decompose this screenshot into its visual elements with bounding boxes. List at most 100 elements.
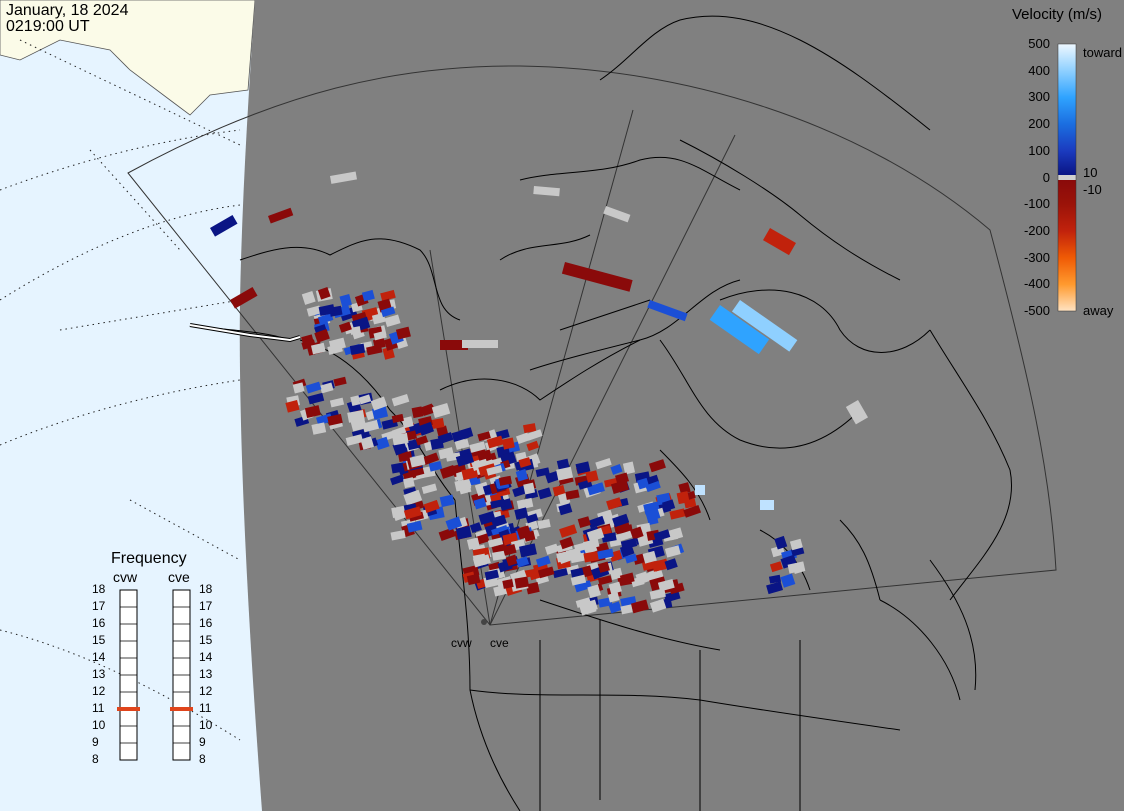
velocity-cell bbox=[370, 396, 388, 411]
velocity-cell bbox=[663, 590, 681, 603]
freq-scale-left: 15 bbox=[92, 633, 106, 647]
velocity-cell bbox=[647, 300, 688, 322]
velocity-cell bbox=[431, 402, 451, 419]
velocity-cell bbox=[473, 497, 487, 510]
velocity-cell bbox=[428, 460, 443, 472]
velocity-cell bbox=[526, 429, 543, 441]
velocity-cell bbox=[645, 508, 661, 522]
velocity-cell bbox=[651, 559, 667, 572]
velocity-cell bbox=[392, 432, 409, 446]
freq-scale-right: 8 bbox=[199, 752, 206, 766]
velocity-cell bbox=[301, 291, 316, 305]
velocity-cell bbox=[477, 449, 492, 461]
velocity-cell bbox=[537, 519, 551, 530]
velocity-cell bbox=[472, 554, 491, 568]
velocity-cell bbox=[570, 567, 584, 579]
freq-scale-left: 16 bbox=[92, 616, 106, 630]
velocity-cell bbox=[662, 499, 676, 512]
velocity-cell bbox=[468, 476, 481, 486]
velocity-cell bbox=[595, 457, 612, 470]
velocity-cell bbox=[339, 294, 352, 308]
velocity-cell bbox=[845, 400, 868, 425]
aleutian-chain-inner bbox=[189, 324, 301, 342]
velocity-cell bbox=[351, 311, 367, 323]
velocity-cell bbox=[515, 469, 529, 482]
velocity-cell bbox=[311, 422, 327, 435]
velocity-cell bbox=[583, 542, 598, 555]
velocity-cell bbox=[349, 343, 366, 355]
sunlit-land bbox=[0, 0, 256, 116]
velocity-cell bbox=[610, 479, 630, 494]
velocity-cell bbox=[683, 504, 702, 518]
velocity-cell bbox=[649, 598, 667, 613]
velocity-cell bbox=[525, 581, 540, 595]
velocity-cell bbox=[609, 567, 623, 581]
freq-scale-right: 9 bbox=[199, 735, 206, 749]
toward-label: toward bbox=[1083, 45, 1123, 60]
velocity-cell bbox=[763, 227, 796, 256]
velocity-cell bbox=[380, 306, 396, 318]
velocity-cell bbox=[630, 576, 645, 588]
velocity-cell bbox=[629, 526, 644, 540]
velocity-cell bbox=[338, 321, 352, 333]
velocity-cell bbox=[411, 406, 424, 419]
velocity-cell bbox=[789, 538, 803, 551]
velocity-cell bbox=[456, 479, 472, 491]
velocity-cell bbox=[570, 574, 587, 586]
velocity-cell bbox=[403, 506, 422, 520]
velocity-cell bbox=[330, 171, 357, 184]
velocity-cell bbox=[478, 511, 496, 525]
velocity-cell bbox=[333, 376, 347, 387]
velocity-cell bbox=[583, 551, 599, 563]
velocity-cell bbox=[620, 538, 638, 550]
velocity-cell bbox=[516, 556, 530, 568]
velocity-cell bbox=[518, 457, 532, 468]
colorbar-tick: 200 bbox=[1028, 116, 1050, 132]
velocity-cell bbox=[619, 572, 635, 585]
velocity-cell bbox=[612, 513, 630, 528]
velocity-cell bbox=[624, 553, 638, 564]
velocity-cell bbox=[466, 537, 480, 550]
velocity-cells bbox=[209, 171, 868, 616]
velocity-cell bbox=[601, 532, 617, 543]
colorbar-tick: 500 bbox=[1028, 36, 1050, 51]
velocity-cell bbox=[649, 588, 666, 600]
freq-scale-right: 12 bbox=[199, 684, 213, 698]
velocity-cell bbox=[523, 423, 537, 434]
freq-scale-right: 15 bbox=[199, 633, 213, 647]
velocity-cell bbox=[575, 597, 592, 608]
freq-scale-left: 9 bbox=[92, 735, 99, 749]
velocity-cell bbox=[792, 562, 806, 575]
velocity-cell bbox=[597, 575, 613, 586]
velocity-cell bbox=[402, 477, 415, 489]
velocity-cell bbox=[544, 543, 559, 555]
inner-pos-label: 10 bbox=[1083, 165, 1098, 180]
velocity-cell bbox=[373, 330, 387, 341]
velocity-cell bbox=[362, 419, 380, 433]
velocity-cell bbox=[375, 436, 390, 450]
velocity-cell bbox=[350, 418, 367, 432]
velocity-cell bbox=[774, 535, 788, 550]
velocity-cell bbox=[477, 431, 491, 442]
velocity-cell bbox=[319, 382, 334, 394]
velocity-cell bbox=[484, 569, 500, 581]
velocity-cell bbox=[669, 508, 686, 520]
velocity-cell bbox=[709, 304, 770, 355]
velocity-cell bbox=[268, 207, 294, 224]
velocity-cell bbox=[676, 491, 690, 505]
frequency-title: Frequency bbox=[111, 550, 187, 567]
freq-scale-right: 18 bbox=[199, 582, 213, 596]
velocity-cell bbox=[760, 500, 774, 510]
velocity-cell bbox=[229, 287, 258, 309]
velocity-cell bbox=[533, 186, 560, 197]
velocity-cell bbox=[552, 484, 566, 497]
velocity-cell bbox=[558, 503, 573, 516]
velocity-cell bbox=[345, 434, 364, 446]
velocity-cell bbox=[391, 394, 410, 407]
colorbar-tick: 300 bbox=[1028, 89, 1050, 105]
freq-scale-left: 12 bbox=[92, 684, 106, 698]
freq-scale-right: 16 bbox=[199, 616, 213, 630]
velocity-cell bbox=[466, 573, 481, 586]
freq-marker bbox=[117, 707, 140, 711]
